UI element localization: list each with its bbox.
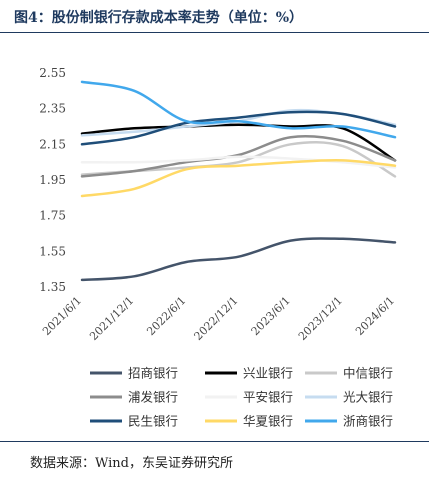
figure-title: 图4：股份制银行存款成本率走势（单位：%） bbox=[14, 10, 304, 26]
series-line-2 bbox=[80, 123, 397, 162]
legend-label: 华夏银行 bbox=[243, 414, 293, 429]
x-tick-label: 2023/12/1 bbox=[296, 294, 345, 343]
legend-label: 浙商银行 bbox=[343, 414, 393, 429]
x-tick-label: 2021/12/1 bbox=[87, 294, 136, 343]
legend-label: 兴业银行 bbox=[243, 366, 293, 381]
x-tick-label: 2022/12/1 bbox=[192, 294, 241, 343]
y-tick-label: 2.55 bbox=[39, 66, 66, 80]
series-line-8 bbox=[80, 159, 397, 198]
series-line-5 bbox=[80, 155, 397, 169]
series-line-1 bbox=[80, 237, 397, 282]
legend-label: 光大银行 bbox=[343, 390, 393, 405]
x-tick-label: 2022/6/1 bbox=[144, 294, 188, 338]
legend-label: 平安银行 bbox=[243, 390, 293, 405]
series-line-7 bbox=[80, 110, 397, 146]
x-tick-label: 2023/6/1 bbox=[249, 294, 293, 338]
y-tick-label: 1.75 bbox=[39, 209, 66, 223]
legend-label: 招商银行 bbox=[128, 366, 178, 381]
y-tick-label: 1.55 bbox=[39, 244, 66, 258]
figure-title-bar: 图4：股份制银行存款成本率走势（单位：%） bbox=[0, 3, 429, 33]
bottom-rule bbox=[0, 441, 429, 442]
source-note: 数据来源：Wind，东吴证券研究所 bbox=[30, 456, 233, 471]
x-tick-label: 2021/6/1 bbox=[40, 294, 84, 338]
y-axis: 2.55 2.35 2.15 1.95 1.75 1.55 1.35 bbox=[39, 66, 66, 294]
series-line-9 bbox=[80, 80, 397, 139]
y-tick-label: 2.15 bbox=[39, 137, 66, 151]
y-tick-label: 1.35 bbox=[39, 280, 66, 294]
x-axis: 2021/6/1 2021/12/1 2022/6/1 2022/12/1 2023/6… bbox=[40, 294, 397, 343]
y-tick-label: 2.35 bbox=[39, 102, 66, 116]
x-tick-label: 2024/6/1 bbox=[353, 294, 397, 338]
legend-label: 民生银行 bbox=[128, 414, 178, 429]
legend-label: 浦发银行 bbox=[128, 390, 178, 405]
plot-area bbox=[80, 80, 397, 282]
legend-label: 中信银行 bbox=[343, 366, 393, 381]
line-chart: 2.552.352.151.951.751.551.35 2021/6/1 202… bbox=[39, 66, 397, 429]
y-tick-label: 1.95 bbox=[39, 173, 66, 187]
series-line-4 bbox=[80, 134, 397, 178]
